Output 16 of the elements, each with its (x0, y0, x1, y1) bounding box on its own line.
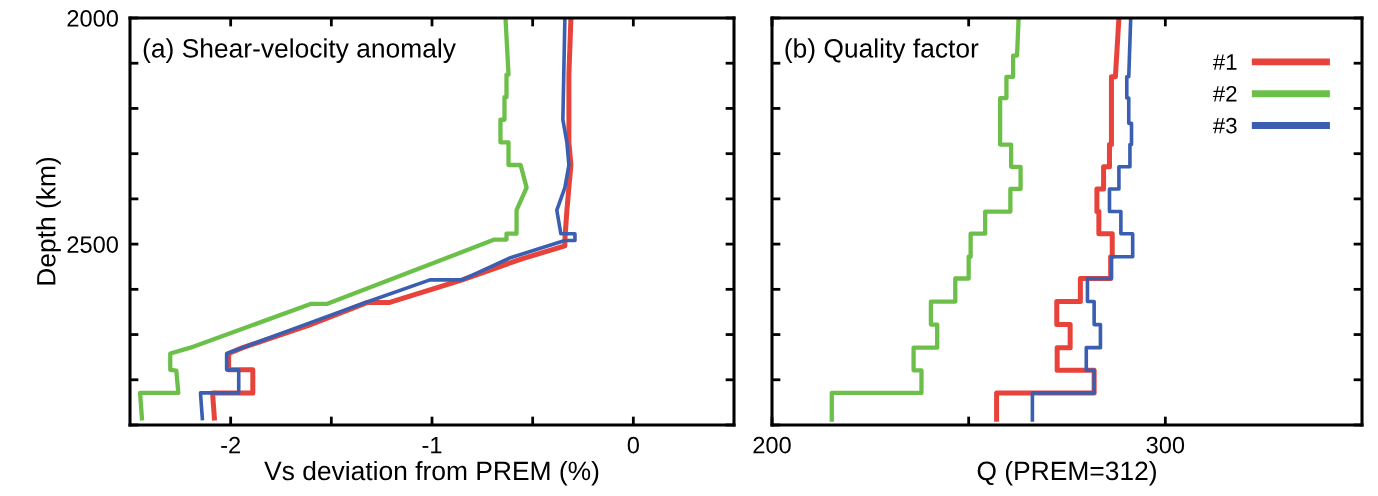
text: (a) Shear-velocity anomaly (143, 38, 456, 63)
x-tick-label: 0 (627, 436, 639, 454)
x-tick-label: -2 (221, 436, 240, 454)
y-tick-label: 2500 (67, 236, 118, 253)
x-axis-title: Q (PREM=312) (977, 460, 1156, 486)
text: (b) Quality factor (785, 38, 979, 63)
x-tick-label: -1 (422, 436, 442, 454)
x-tick-label: 200 (753, 436, 791, 454)
x-tick-label: 300 (1146, 436, 1185, 454)
line-series (137, 18, 529, 423)
y-tick-label: 2000 (67, 10, 118, 27)
legend-label: #1 (1212, 54, 1237, 70)
x-axis-title: Vs deviation from PREM (%) (264, 460, 599, 486)
y-axis-title: Depth (km) (36, 157, 61, 285)
legend-label: #3 (1212, 117, 1237, 134)
legend-label: #2 (1212, 85, 1237, 102)
